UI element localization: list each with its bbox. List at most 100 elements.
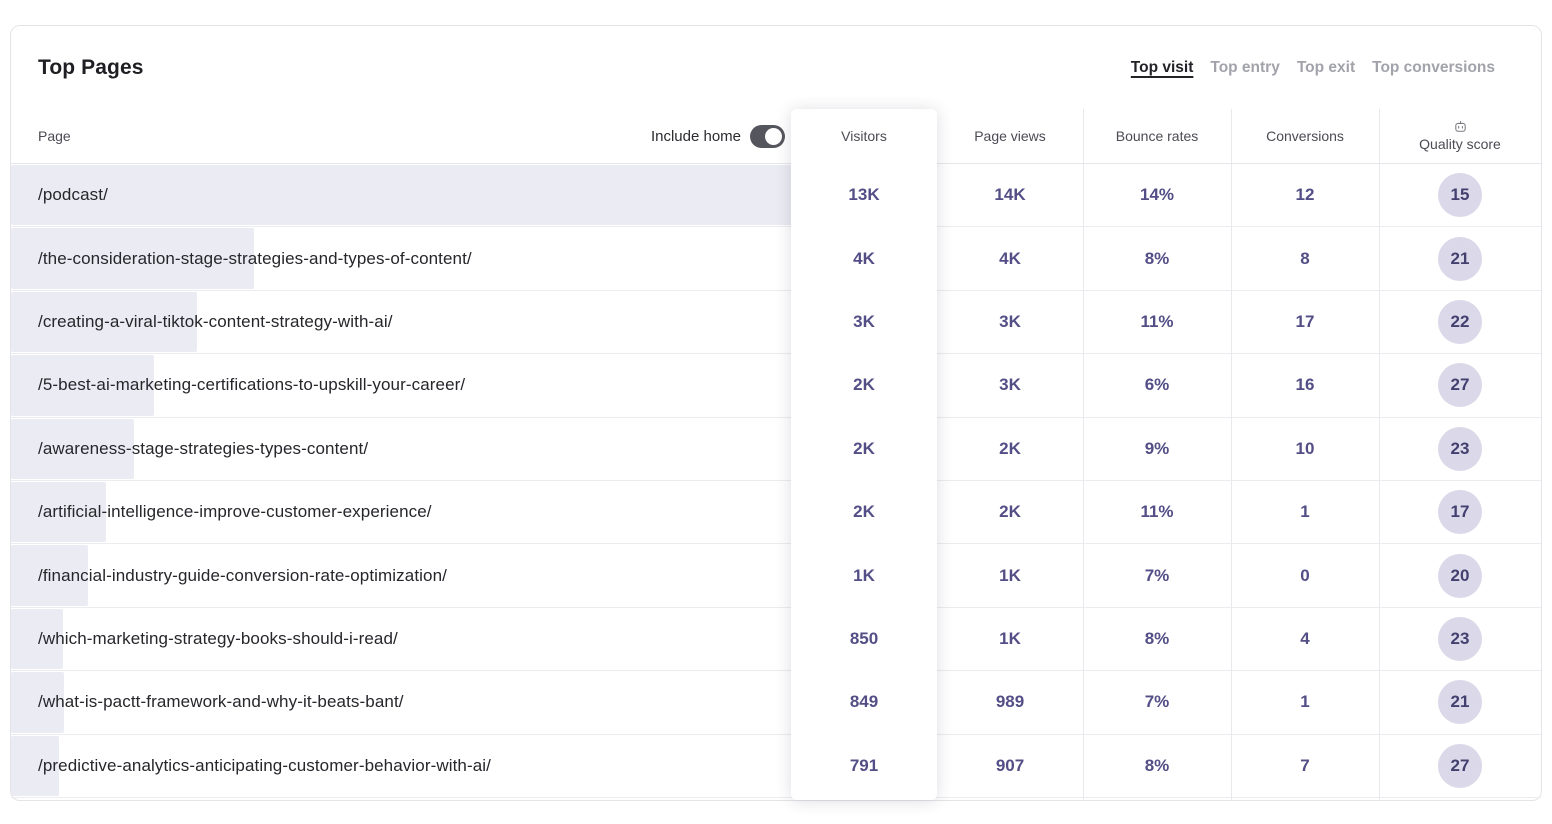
page-views-value: 1K [999, 565, 1021, 585]
visitors-bar [11, 608, 63, 670]
page-path[interactable]: /the-consideration-stage-strategies-and-… [38, 248, 472, 268]
visitors-bar [11, 545, 88, 606]
page-cell: /predictive-analytics-anticipating-custo… [11, 735, 791, 797]
column-divider [1379, 109, 1380, 800]
bounce-rate-value: 7% [1144, 692, 1170, 712]
quality-score-cell: 22 [1379, 299, 1541, 344]
table-row[interactable]: /which-marketing-strategy-books-should-i… [11, 608, 1541, 672]
visitors-bar [11, 355, 154, 416]
quality-score-cell: 17 [1379, 490, 1541, 535]
top-pages-card: Top Pages Top visit Top entry Top exit T… [10, 25, 1542, 801]
conversions-value: 4 [1300, 628, 1310, 648]
page-path[interactable]: /podcast/ [38, 185, 108, 205]
toggle-knob [765, 127, 782, 145]
quality-score-cell: 23 [1379, 616, 1541, 661]
table-row[interactable]: /artificial-intelligence-improve-custome… [11, 481, 1541, 545]
quality-score-badge: 21 [1438, 680, 1482, 725]
tab-top-visit[interactable]: Top visit [1130, 58, 1194, 76]
quality-score-cell: 27 [1379, 363, 1541, 408]
quality-score-badge: 22 [1438, 299, 1482, 344]
page-path[interactable]: /which-marketing-strategy-books-should-i… [38, 628, 398, 648]
visitors-bar [11, 165, 792, 226]
conversions-value: 12 [1295, 185, 1315, 205]
report-tabs: Top visit Top entry Top exit Top convers… [1131, 59, 1495, 77]
tab-top-entry[interactable]: Top entry [1210, 58, 1280, 76]
page-cell: /artificial-intelligence-improve-custome… [11, 481, 791, 543]
include-home-control: Include home [650, 124, 785, 148]
page-views-value: 1K [999, 628, 1021, 648]
bounce-rate-value: 6% [1144, 375, 1170, 395]
page-cell: /financial-industry-guide-conversion-rat… [11, 544, 791, 606]
table-row[interactable]: /creating-a-viral-tiktok-content-strateg… [11, 291, 1541, 355]
column-divider [1083, 109, 1084, 800]
page-views-value: 14K [994, 185, 1026, 205]
conversions-value: 8 [1300, 248, 1310, 268]
bounce-rate-value: 14% [1139, 185, 1175, 205]
table-row[interactable]: /predictive-analytics-anticipating-custo… [11, 735, 1541, 798]
tab-top-conversions[interactable]: Top conversions [1372, 58, 1495, 76]
quality-score-column-header[interactable]: Quality score [1379, 120, 1541, 152]
page-title: Top Pages [38, 55, 144, 79]
visitors-column-header[interactable]: Visitors [841, 128, 887, 144]
conversions-value: 1 [1300, 692, 1310, 712]
quality-score-badge: 27 [1438, 363, 1482, 408]
visitors-value: 13K [848, 185, 880, 205]
bounce-rates-column-header[interactable]: Bounce rates [1115, 128, 1199, 144]
conversions-column-header[interactable]: Conversions [1266, 128, 1344, 144]
page-path[interactable]: /what-is-pactt-framework-and-why-it-beat… [38, 692, 404, 712]
quality-score-badge: 17 [1438, 490, 1482, 535]
card-header: Top Pages Top visit Top entry Top exit T… [11, 26, 1541, 109]
quality-score-cell: 21 [1379, 236, 1541, 281]
bounce-rate-value: 8% [1144, 628, 1170, 648]
table-row[interactable]: /5-best-ai-marketing-certifications-to-u… [11, 354, 1541, 418]
page-path[interactable]: /financial-industry-guide-conversion-rat… [38, 565, 447, 585]
tab-top-exit[interactable]: Top exit [1296, 58, 1356, 76]
visitors-bar [11, 291, 197, 353]
page-path[interactable]: /5-best-ai-marketing-certifications-to-u… [38, 375, 466, 395]
page-cell: /awareness-stage-strategies-types-conten… [11, 418, 791, 480]
page-views-value: 4K [999, 248, 1021, 268]
table-row[interactable]: /podcast/ 13K 14K 14% 12 15 [11, 164, 1541, 228]
conversions-value: 7 [1300, 755, 1310, 775]
table-row[interactable]: /what-is-pactt-framework-and-why-it-beat… [11, 671, 1541, 735]
quality-score-badge: 15 [1438, 173, 1482, 218]
bounce-rate-value: 11% [1140, 502, 1174, 522]
page-views-value: 989 [995, 692, 1025, 712]
page-path[interactable]: /creating-a-viral-tiktok-content-strateg… [38, 311, 393, 331]
quality-score-cell: 21 [1379, 680, 1541, 725]
robot-icon [1454, 121, 1466, 132]
visitors-bar [11, 481, 106, 543]
page-cell: /podcast/ [11, 164, 792, 226]
page-views-value: 3K [999, 311, 1021, 331]
page-path[interactable]: /awareness-stage-strategies-types-conten… [38, 438, 369, 458]
table-row[interactable]: /awareness-stage-strategies-types-conten… [11, 418, 1541, 481]
table-header-row: Page Include home Visitors Page views Bo… [11, 109, 1541, 164]
visitors-value: 2K [853, 375, 875, 395]
visitors-value: 791 [849, 755, 879, 775]
page-cell: /the-consideration-stage-strategies-and-… [11, 227, 791, 289]
conversions-value: 0 [1300, 565, 1310, 585]
page-column-header: Page Include home [11, 109, 791, 163]
page-path[interactable]: /artificial-intelligence-improve-custome… [38, 502, 432, 522]
page-views-value: 3K [999, 375, 1021, 395]
table-row[interactable]: /financial-industry-guide-conversion-rat… [11, 544, 1541, 608]
page-views-value: 2K [999, 502, 1021, 522]
bounce-rate-value: 8% [1144, 755, 1170, 775]
include-home-label: Include home [650, 127, 741, 145]
page-cell: /which-marketing-strategy-books-should-i… [11, 608, 791, 670]
conversions-value: 10 [1295, 438, 1315, 458]
visitors-value: 2K [853, 502, 875, 522]
quality-score-header-label: Quality score [1419, 136, 1501, 152]
bounce-rate-value: 9% [1144, 438, 1170, 458]
table-row[interactable]: /the-consideration-stage-strategies-and-… [11, 227, 1541, 291]
bounce-rate-value: 11% [1140, 311, 1174, 331]
visitors-column-panel [791, 109, 937, 800]
conversions-value: 1 [1300, 502, 1310, 522]
page-views-column-header[interactable]: Page views [974, 128, 1046, 144]
include-home-toggle[interactable] [750, 124, 785, 148]
quality-score-badge: 23 [1438, 616, 1482, 661]
top-pages-table: Page Include home Visitors Page views Bo… [11, 109, 1541, 800]
quality-score-badge: 20 [1438, 553, 1482, 598]
page-path[interactable]: /predictive-analytics-anticipating-custo… [38, 755, 491, 775]
visitors-value: 1K [853, 565, 875, 585]
